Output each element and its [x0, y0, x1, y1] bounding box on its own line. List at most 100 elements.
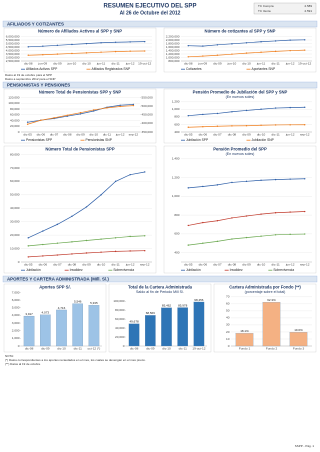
x-tick-label: dic-10 — [82, 61, 91, 65]
y-tick-label: 60,000 — [10, 113, 20, 117]
x-tick-label: dic-11 — [103, 132, 111, 136]
y-tick-label: 70 — [226, 295, 230, 299]
legend-label: Aportantes SNP — [252, 67, 276, 71]
point — [289, 49, 291, 52]
point — [274, 124, 277, 126]
point — [260, 41, 262, 43]
point — [93, 109, 95, 111]
y-tick-label: 50,000 — [10, 193, 20, 197]
legend-label: Jubilación SPP — [186, 138, 209, 142]
note: Datos al 19 de octubre para el SPP — [5, 73, 52, 77]
chart-frame — [3, 145, 157, 274]
bar — [72, 303, 83, 347]
y-tick-label: 1,600,000 — [166, 45, 180, 49]
note: (*) Datos correspondientes a los aportes… — [5, 358, 146, 362]
chart-frame — [3, 27, 157, 73]
point — [231, 53, 233, 55]
point — [304, 39, 306, 41]
y-tick-label: 1,800,000 — [166, 41, 180, 45]
x-tick-label: dic-08 — [68, 262, 77, 266]
y-tick-label: 6,000 — [12, 298, 20, 302]
legend-label: Invalidez — [70, 268, 83, 272]
chart-frame — [163, 27, 317, 73]
y-tick-label: 0 — [228, 344, 230, 348]
value-label: 98,456 — [194, 298, 204, 302]
bar — [289, 332, 308, 347]
tc-label: TC Compra — [258, 4, 274, 8]
x-tick-label: dic-05 — [24, 262, 33, 266]
x-tick-label: dic-07 — [53, 262, 62, 266]
x-tick-label: jun-12 — [125, 262, 135, 266]
tc-label: TC Venta — [258, 9, 271, 13]
y-tick-label: 350,000 — [142, 130, 153, 134]
point — [100, 42, 102, 44]
point — [26, 121, 29, 123]
bar — [161, 307, 172, 347]
x-tick-label: 19-oct-12 — [192, 346, 205, 350]
x-tick-label: dic-08 — [184, 61, 193, 65]
point — [42, 230, 44, 232]
point — [245, 42, 248, 44]
y-tick-label: 40 — [226, 316, 230, 320]
x-tick-label: dic-06 — [199, 262, 208, 266]
x-tick-label: sep-12 — [129, 132, 139, 136]
point — [27, 46, 29, 48]
chart-title: Aportes SPP S/. — [39, 285, 71, 290]
y-tick-label: 80,000 — [115, 308, 125, 312]
value-label: 5,335 — [90, 301, 98, 305]
y-tick-label: 2,200,000 — [166, 34, 180, 38]
point — [144, 40, 146, 43]
x-tick-label: dic-10 — [97, 262, 106, 266]
point — [260, 179, 262, 181]
point — [93, 110, 95, 112]
x-tick-label: dic-08 — [25, 346, 34, 350]
value-label: 85,462 — [162, 304, 172, 308]
bar — [193, 301, 205, 347]
point — [27, 245, 29, 247]
chart-title: Número Total de Pensionistas SPP — [45, 147, 114, 152]
y-tick-label: 1,400,000 — [166, 48, 180, 52]
legend-label: Pensionistas SNP — [86, 138, 113, 142]
point — [289, 106, 291, 109]
x-tick-label: dic-07 — [213, 262, 222, 266]
point — [260, 235, 262, 237]
y-tick-label: 800,000 — [168, 59, 179, 63]
point — [245, 109, 248, 112]
point — [187, 244, 189, 246]
point — [85, 206, 88, 208]
point — [231, 238, 233, 240]
point — [245, 125, 248, 127]
y-tick-label: 100,000 — [8, 101, 19, 105]
point — [245, 236, 248, 239]
chart-subtitle: Saldo al fin de Periodo Mill S/. — [136, 290, 184, 294]
legend-label: Jubilación — [186, 268, 201, 272]
page-title: RESUMEN EJECUTIVO DEL SPP — [104, 4, 197, 10]
point — [119, 104, 121, 106]
point — [85, 42, 88, 45]
legend-label: Sobrevivencia — [273, 268, 294, 272]
point — [132, 104, 135, 107]
point — [129, 50, 131, 52]
point — [187, 44, 189, 47]
y-tick-label: 40,000 — [115, 326, 125, 330]
point — [304, 106, 306, 108]
y-tick-label: 600 — [174, 232, 179, 236]
note: (**) Datos al 19 de octubre — [5, 362, 41, 366]
y-tick-label: 550,000 — [142, 95, 153, 99]
value-label: 4,073 — [42, 311, 50, 315]
point — [187, 126, 189, 128]
x-tick-label: dic-05 — [184, 262, 193, 266]
chart-frame — [163, 145, 317, 274]
section-title: APORTES Y CARTERA ADMINISTRADA (Mill. S/… — [7, 276, 109, 281]
point — [100, 51, 102, 53]
x-tick-label: dic-09 — [53, 61, 62, 65]
legend-label: Jubilación SNP — [252, 138, 275, 142]
x-tick-label: dic-09 — [146, 346, 155, 350]
bar — [128, 323, 140, 347]
y-tick-label: 800 — [174, 115, 179, 119]
point — [114, 250, 117, 253]
x-tick-label: dic-09 — [82, 262, 91, 266]
chart-title: Total de la Cartera Administrada — [128, 285, 193, 290]
x-tick-label: jun-09 — [38, 61, 48, 65]
